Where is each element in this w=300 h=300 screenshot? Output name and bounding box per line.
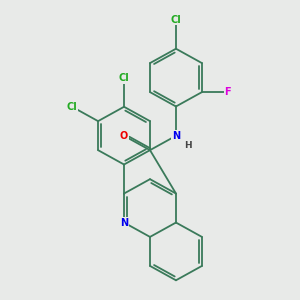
Text: F: F <box>225 87 231 97</box>
Text: N: N <box>120 218 128 227</box>
Text: Cl: Cl <box>171 15 181 25</box>
Text: N: N <box>172 131 180 141</box>
Text: H: H <box>184 141 192 150</box>
Text: O: O <box>120 131 128 141</box>
Text: Cl: Cl <box>119 73 129 83</box>
Text: Cl: Cl <box>67 102 77 112</box>
